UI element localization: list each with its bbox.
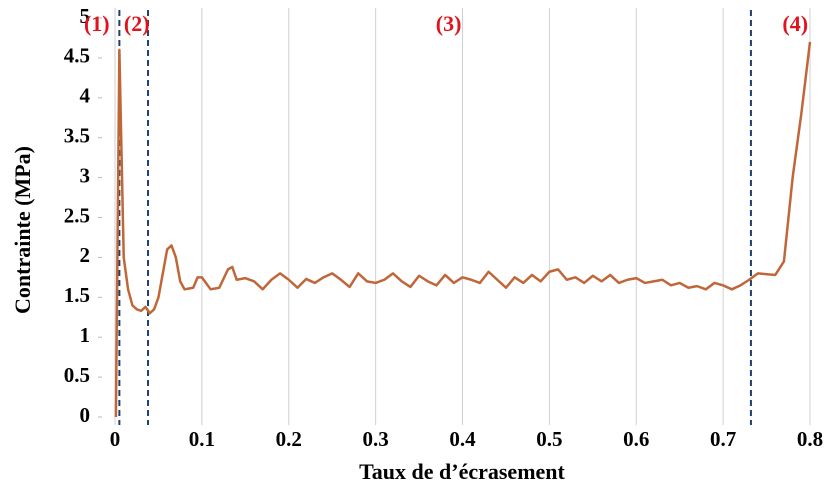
y-tick-label: 5 <box>80 4 91 28</box>
x-axis-label: Taux de d’écrasement <box>359 459 565 484</box>
x-tick-label: 0.5 <box>536 427 562 451</box>
x-tick-label: 0.2 <box>276 427 302 451</box>
data-line <box>114 41 812 418</box>
y-tick-label: 3.5 <box>64 124 90 148</box>
x-tick-label: 0.7 <box>710 427 736 451</box>
x-tick-label: 0.6 <box>623 427 649 451</box>
y-tick-label: 0.5 <box>64 363 90 387</box>
y-tick-label: 2 <box>80 243 91 267</box>
y-tick-label: 3 <box>80 163 91 187</box>
y-tick-label: 4.5 <box>64 44 90 68</box>
region-label: (3) <box>436 11 462 36</box>
y-tick-label: 4 <box>80 84 91 108</box>
x-tick-label: 0.4 <box>449 427 476 451</box>
y-tick-label: 2.5 <box>64 203 90 227</box>
y-axis-label: Contrainte (MPa) <box>10 146 35 314</box>
y-tick-label: 0 <box>80 403 91 427</box>
x-tick-label: 0.1 <box>189 427 215 451</box>
region-label: (4) <box>782 11 808 36</box>
region-label: (1) <box>84 11 110 36</box>
x-tick-label: 0 <box>110 427 121 451</box>
y-tick-label: 1.5 <box>64 283 90 307</box>
x-tick-label: 0.3 <box>363 427 389 451</box>
x-tick-label: 0.8 <box>797 427 823 451</box>
region-label: (2) <box>124 11 150 36</box>
y-tick-label: 1 <box>80 323 91 347</box>
